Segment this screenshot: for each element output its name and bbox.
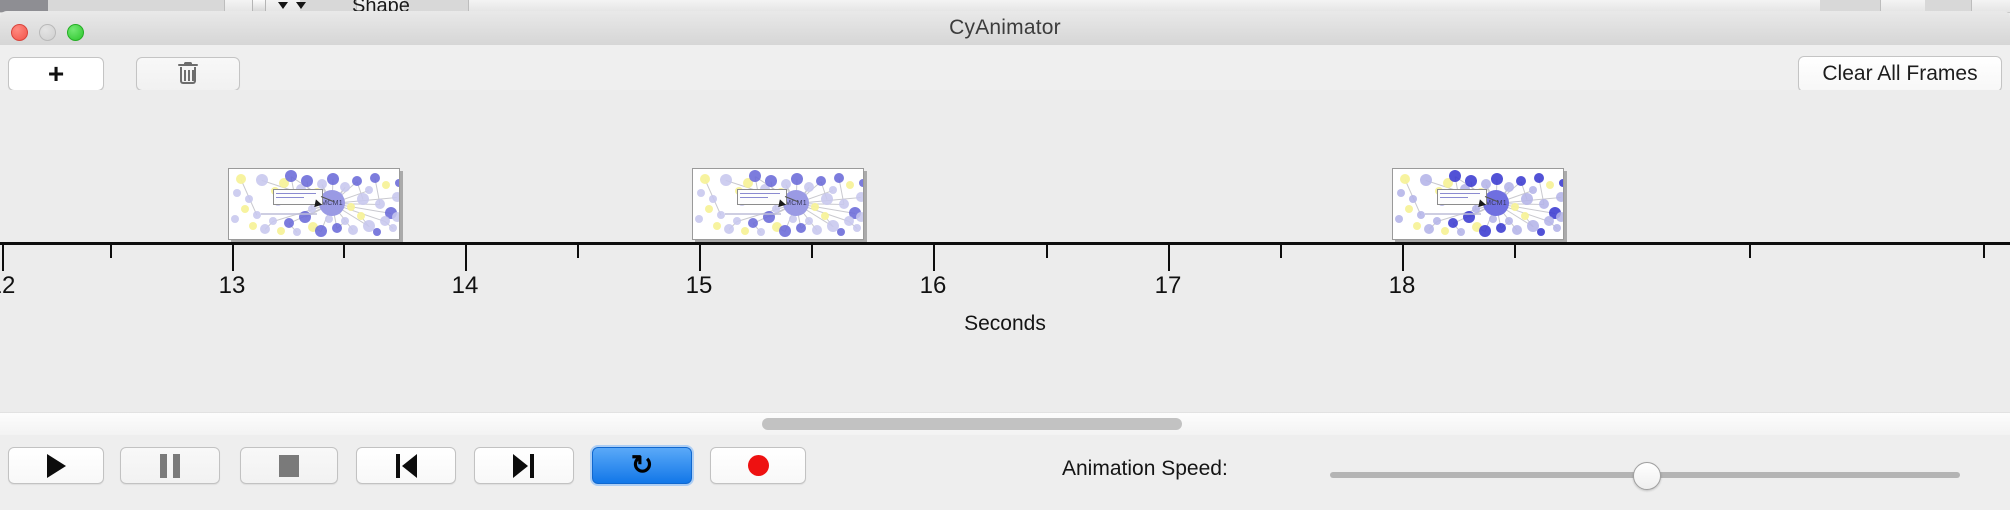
timeline-scrollbar-track[interactable] — [0, 412, 2010, 436]
next-frame-button[interactable] — [474, 447, 574, 484]
hub-node: MCM1 — [1483, 190, 1509, 216]
tick-label-18: 18 — [1388, 272, 1416, 299]
tick-label-16: 16 — [919, 272, 947, 299]
tick-minor-4 — [1046, 245, 1048, 258]
loop-icon: ↻ — [630, 450, 654, 480]
titlebar: CyAnimator — [0, 11, 2010, 46]
tick-major-17 — [1168, 245, 1170, 271]
stop-button[interactable] — [240, 447, 338, 484]
skip-forward-icon — [513, 453, 535, 478]
delete-frame-button[interactable] — [136, 57, 240, 91]
tick-major-16 — [933, 245, 935, 271]
play-icon — [46, 453, 66, 478]
tick-minor-7 — [1749, 245, 1751, 258]
background-window-label: Shape — [352, 0, 410, 13]
window-traffic-lights — [11, 24, 84, 41]
playback-toolbar: ↻ Animation Speed: — [0, 435, 2010, 510]
timeline-axis — [0, 242, 2010, 245]
tick-label-13: 13 — [218, 272, 246, 299]
tick-minor-0 — [110, 245, 112, 258]
network-thumbnail: MCM1 — [229, 169, 399, 239]
zoom-button[interactable] — [67, 24, 84, 41]
tick-minor-5 — [1280, 245, 1282, 258]
tick-minor-2 — [577, 245, 579, 258]
trash-icon — [178, 62, 198, 86]
timeline-scrollbar-thumb[interactable] — [762, 418, 1182, 430]
background-window-strip: Shape — [0, 0, 2010, 13]
previous-frame-button[interactable] — [356, 447, 456, 484]
network-thumbnail: MCM1 — [1393, 169, 1563, 239]
tick-label-14: 14 — [451, 272, 479, 299]
tick-major-12 — [2, 245, 4, 271]
tick-minor-1 — [343, 245, 345, 258]
clear-all-frames-button[interactable]: Clear All Frames — [1798, 56, 2002, 92]
tick-major-14 — [465, 245, 467, 271]
hub-node: MCM1 — [783, 190, 809, 216]
tick-label-15: 15 — [685, 272, 713, 299]
tick-minor-3 — [811, 245, 813, 258]
record-icon — [747, 455, 769, 476]
pause-icon — [160, 453, 180, 478]
window-title: CyAnimator — [949, 16, 1061, 39]
timeline-panel[interactable]: MCM1 MCM1 MCM1 12 13 14 15 16 17 18 Seconds — [0, 90, 2010, 412]
tick-label-17: 17 — [1154, 272, 1182, 299]
pause-button[interactable] — [120, 447, 220, 484]
tick-major-15 — [699, 245, 701, 271]
stop-icon — [279, 454, 299, 477]
timeline-frame[interactable]: MCM1 — [228, 168, 400, 240]
network-thumbnail: MCM1 — [693, 169, 863, 239]
frame-toolbar: + Clear All Frames — [0, 45, 2010, 92]
timeline-frame[interactable]: MCM1 — [692, 168, 864, 240]
tick-major-18 — [1402, 245, 1404, 271]
plus-icon: + — [47, 58, 65, 89]
tick-label-12: 12 — [0, 272, 16, 299]
axis-title: Seconds — [964, 312, 1046, 335]
hub-node: MCM1 — [319, 190, 345, 216]
loop-button[interactable]: ↻ — [592, 447, 692, 484]
close-button[interactable] — [11, 24, 28, 41]
minimize-button[interactable] — [39, 24, 56, 41]
tick-major-13 — [232, 245, 234, 271]
timeline-frame[interactable]: MCM1 — [1392, 168, 1564, 240]
tick-minor-6 — [1514, 245, 1516, 258]
skip-back-icon — [395, 453, 417, 478]
add-frame-button[interactable]: + — [8, 57, 104, 91]
tick-minor-8 — [1983, 245, 1985, 258]
animation-speed-knob[interactable] — [1633, 462, 1661, 490]
animation-speed-label: Animation Speed: — [1062, 457, 1228, 480]
play-button[interactable] — [8, 447, 104, 484]
clear-all-frames-label: Clear All Frames — [1822, 62, 1978, 85]
record-button[interactable] — [710, 447, 806, 484]
